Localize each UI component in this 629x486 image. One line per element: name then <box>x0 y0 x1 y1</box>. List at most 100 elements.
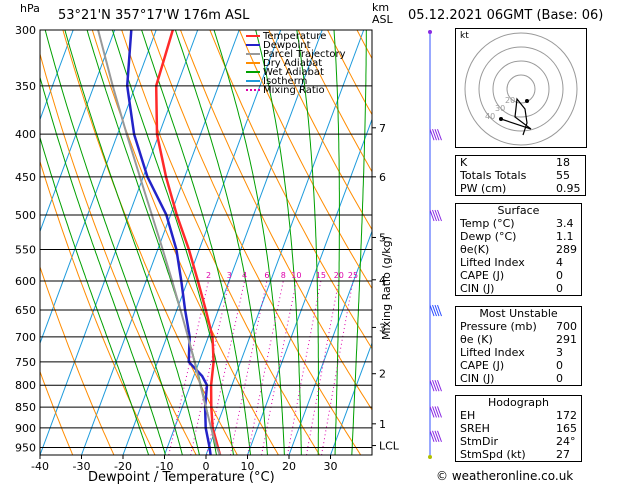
surface-value: 0 <box>552 282 582 296</box>
x-tick-label: 30 <box>324 460 338 473</box>
isotherm-line <box>330 341 372 455</box>
section-title: Surface <box>455 203 582 217</box>
x-tick-label: -10 <box>156 460 174 473</box>
section-title: Most Unstable <box>455 306 582 320</box>
surface-label: Lifted Index <box>455 256 552 269</box>
surface-label: θe(K) <box>455 243 552 256</box>
most-unstable-table: Most Unstable Pressure (mb) 700 θe (K) 291… <box>455 306 582 386</box>
mixing-ratio-label: 2 <box>206 271 211 280</box>
wind-barb-tick <box>437 304 442 317</box>
wind-barb-tick <box>432 406 437 418</box>
isotherm-line <box>40 30 199 455</box>
x-tick-label: -20 <box>114 460 132 473</box>
mixing-ratio-label: 25 <box>348 271 358 280</box>
index-label: K <box>455 155 552 169</box>
hodograph-ring <box>464 32 578 146</box>
dry-adiabat-line <box>40 159 156 455</box>
x-tick-label: -30 <box>73 460 91 473</box>
km-tick-label: 1 <box>379 418 386 431</box>
wind-barb-tick <box>432 430 437 443</box>
legend-swatch <box>246 53 260 55</box>
mixing-ratio-line <box>306 280 340 455</box>
hodograph-trace <box>500 97 532 136</box>
legend-label: Wet Adiabat <box>263 67 324 78</box>
time-header: 05.12.2021 06GMT (Base: 06) <box>408 8 604 23</box>
pressure-tick-label: 400 <box>15 128 36 141</box>
legend-swatch <box>246 62 260 64</box>
wind-bottom-marker <box>428 455 432 459</box>
hodo-value: 27 <box>552 448 582 462</box>
hodograph-ring-label: 30 <box>495 104 505 113</box>
mixing-ratio-line <box>261 280 297 455</box>
isotherm-line <box>247 118 372 455</box>
isotherm-line <box>40 30 74 121</box>
wind-barb-tick <box>437 129 442 141</box>
pressure-tick-label: 350 <box>15 80 36 93</box>
dry-adiabat-line <box>62 30 238 455</box>
index-label: Totals Totals <box>455 169 552 182</box>
hodo-value: 24° <box>552 435 582 448</box>
pressure-tick-label: 650 <box>15 304 36 317</box>
wind-barb-tick <box>429 380 435 392</box>
legend-label: Dewpoint <box>263 40 311 51</box>
surface-value: 3.4 <box>552 217 582 230</box>
wind-barb-tick <box>437 406 442 418</box>
mixing-ratio-label: 4 <box>242 271 247 280</box>
isotherm-line <box>122 30 282 455</box>
mu-label: Pressure (mb) <box>455 320 552 333</box>
pressure-tick-label: 500 <box>15 209 36 222</box>
dry-adiabat-line <box>268 30 372 231</box>
km-tick-label: 5 <box>379 231 386 244</box>
wind-barb-tick <box>432 129 437 141</box>
legend-entry: Parcel Trajectory <box>246 50 346 60</box>
wind-barb-tick <box>429 129 435 141</box>
wind-barb <box>429 380 442 392</box>
legend-label: Isotherm <box>263 76 308 87</box>
legend-entry: Temperature <box>246 32 326 42</box>
dry-adiabat-line <box>209 30 372 350</box>
mixing-ratio-label: 3 <box>227 271 232 280</box>
wind-barb <box>429 209 442 222</box>
hodograph-ring-label: 20 <box>505 96 515 105</box>
mixing-ratio-line <box>229 280 268 455</box>
hodo-label: StmSpd (kt) <box>455 448 552 462</box>
wet-adiabat-line <box>351 30 367 455</box>
pressure-tick-label: 700 <box>15 331 36 344</box>
hodo-value: 165 <box>552 422 582 435</box>
wind-barb-tick <box>429 430 435 443</box>
series-dewpoint <box>125 30 212 455</box>
surface-label: CAPE (J) <box>455 269 552 282</box>
wind-barb-tick <box>434 406 440 418</box>
dry-adiabat-line <box>180 30 372 411</box>
legend-swatch <box>246 80 260 82</box>
surface-table: Surface Temp (°C) 3.4 Dewp (°C) 1.1 θe(K) 2… <box>455 203 582 296</box>
hodograph-unit-label: kt <box>460 31 469 41</box>
legend-entry: Dry Adiabat <box>246 59 322 69</box>
mixing-ratio-label: 6 <box>264 271 269 280</box>
pressure-axis-title: hPa <box>20 2 40 15</box>
station-header: 53°21'N 357°17'W 176m ASL <box>58 8 250 23</box>
wind-barb-tick <box>429 406 435 418</box>
dry-adiabat-line <box>238 30 372 290</box>
mu-label: CAPE (J) <box>455 359 552 372</box>
mixing-ratio-label: 8 <box>281 271 286 280</box>
dry-adiabat-line <box>297 30 372 173</box>
surface-label: Dewp (°C) <box>455 230 552 243</box>
mu-value: 700 <box>552 320 582 333</box>
wind-barb-tick <box>437 209 442 222</box>
mixing-ratio-label: 10 <box>291 271 301 280</box>
legend-swatch <box>246 71 260 73</box>
isotherm-line <box>288 229 372 455</box>
pressure-tick-label: 800 <box>15 379 36 392</box>
pressure-tick-label: 550 <box>15 244 36 257</box>
hodograph-ring-label: 40 <box>485 112 495 121</box>
mu-value: 3 <box>552 346 582 359</box>
pressure-tick-label: 750 <box>15 356 36 369</box>
km-tick-label: 2 <box>379 368 386 381</box>
hodo-label: StmDir <box>455 435 552 448</box>
isotherm-line <box>40 30 116 233</box>
mixing-ratio-label: 15 <box>316 271 326 280</box>
legend-swatch <box>246 35 260 37</box>
legend-entry: Wet Adiabat <box>246 67 324 78</box>
index-value: 0.95 <box>552 182 586 196</box>
